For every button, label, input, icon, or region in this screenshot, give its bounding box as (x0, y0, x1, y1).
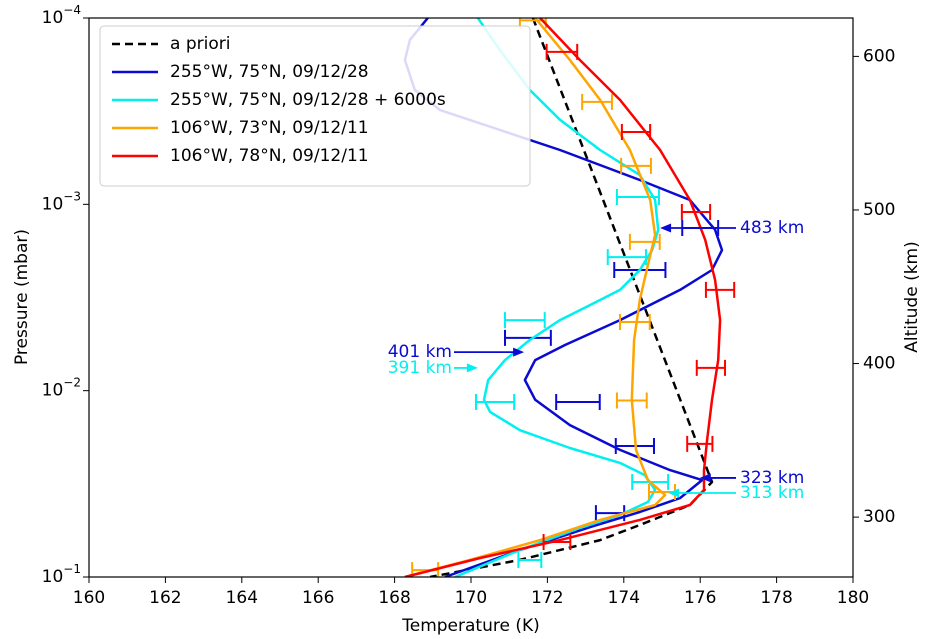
y2-tick-label: 600 (863, 46, 895, 66)
x-tick-label: 172 (531, 588, 563, 608)
error-bar (503, 312, 546, 329)
y2-tick-label: 400 (863, 354, 895, 374)
annotation-arrowhead (668, 488, 680, 498)
error-bar (704, 281, 736, 298)
y-axis-label: Pressure (mbar) (12, 229, 32, 365)
annotation-text: 483 km (740, 218, 804, 238)
annotation-text: 323 km (740, 468, 804, 488)
legend-label: 106°W, 73°N, 09/12/11 (170, 118, 369, 138)
x-tick-label: 180 (837, 588, 869, 608)
error-bar (680, 204, 712, 221)
error-bar (615, 189, 660, 206)
error-bar (474, 393, 516, 410)
error-bar (695, 359, 727, 376)
annotation-text: 401 km (388, 342, 452, 362)
annotation-arrowhead (699, 473, 711, 483)
y-tick-label: 10−1 (42, 562, 81, 588)
legend-label: a priori (170, 34, 230, 54)
series-line (404, 18, 722, 577)
annotation-text: 313 km (740, 483, 804, 503)
annotation-arrowhead (466, 363, 478, 373)
x-tick-label: 166 (302, 588, 334, 608)
x-tick-label: 162 (149, 588, 181, 608)
legend-label: 255°W, 75°N, 09/12/28 (170, 62, 369, 82)
x-tick-label: 170 (455, 588, 487, 608)
error-bar (618, 313, 651, 330)
y-tick-label: 10−4 (42, 3, 81, 29)
x-tick-label: 178 (760, 588, 792, 608)
y2-axis-label: Altitude (km) (902, 241, 922, 353)
error-bar (606, 249, 647, 266)
x-tick-label: 160 (73, 588, 105, 608)
error-bar (517, 552, 543, 569)
y2-tick-label: 300 (863, 507, 895, 527)
error-bar (581, 93, 613, 110)
x-tick-label: 176 (684, 588, 716, 608)
error-bar (620, 157, 652, 174)
legend-box (99, 25, 531, 187)
x-tick-label: 168 (378, 588, 410, 608)
x-tick-label: 164 (226, 588, 258, 608)
error-bar (615, 392, 648, 409)
x-axis-label: Temperature (K) (401, 616, 540, 636)
plot-frame (88, 17, 854, 578)
legend-label: 106°W, 78°N, 09/12/11 (170, 146, 369, 166)
error-bar (555, 393, 601, 410)
error-bar (620, 123, 652, 140)
x-tick-label: 174 (608, 588, 640, 608)
error-bar (503, 329, 552, 346)
annotation-arrowhead (513, 347, 525, 357)
annotation-arrowhead (660, 223, 672, 233)
error-bar (542, 534, 572, 551)
error-bar (686, 435, 714, 452)
y-tick-label: 10−2 (42, 375, 81, 401)
error-bar (545, 43, 579, 60)
error-bar (628, 233, 661, 250)
y2-tick-label: 500 (863, 200, 895, 220)
annotation-text: 391 km (388, 358, 452, 378)
y-tick-label: 10−3 (42, 189, 81, 215)
legend-label: 255°W, 75°N, 09/12/28 + 6000s (170, 90, 446, 110)
series-line (404, 18, 667, 577)
